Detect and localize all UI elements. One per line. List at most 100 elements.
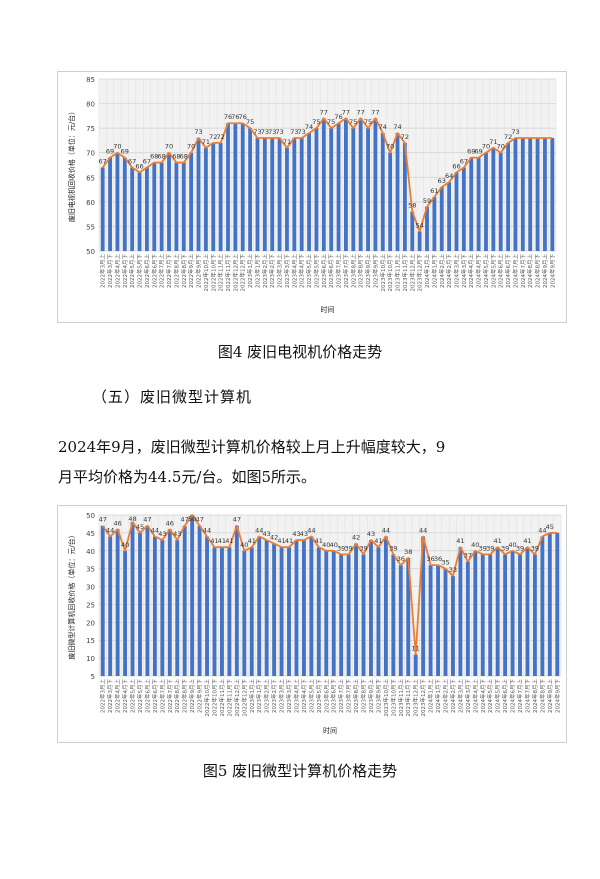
x-tick-label: 2024年7月下 [519, 254, 527, 288]
x-tick-label: 2024年2月下 [445, 254, 453, 288]
bar [220, 547, 224, 676]
bar [227, 547, 232, 676]
data-label: 72 [401, 133, 409, 141]
bar [205, 536, 209, 676]
x-tick-label: 2023年9月下 [371, 254, 379, 288]
bar [115, 529, 120, 676]
x-tick-label: 2023年8月下 [357, 254, 365, 288]
bar [160, 540, 165, 676]
bar [277, 137, 282, 251]
y-tick-label: 60 [86, 199, 95, 207]
data-label: 39 [531, 544, 539, 552]
data-label: 40 [508, 541, 516, 549]
data-label: 50 [188, 515, 196, 523]
x-tick-label: 2023年6月下 [330, 679, 338, 713]
data-label: 72 [209, 133, 217, 141]
y-tick-label: 80 [86, 101, 95, 109]
bar [339, 554, 344, 676]
bar [233, 123, 238, 251]
data-label: 70 [482, 143, 490, 151]
bar [264, 540, 269, 676]
bar [189, 152, 194, 251]
data-label: 33 [449, 566, 457, 574]
data-label: 44 [203, 526, 211, 534]
data-label: 45 [136, 523, 144, 531]
bar [294, 540, 299, 676]
y-axis-title: 废旧电视机回收价格（单位：元/台） [67, 108, 76, 222]
bar [301, 540, 306, 676]
bar [262, 137, 267, 251]
x-tick-label: 2023年1月下 [253, 254, 261, 288]
data-label: 68 [180, 153, 188, 161]
data-label: 48 [128, 515, 136, 523]
data-label: 40 [322, 541, 330, 549]
bar [520, 137, 525, 251]
bar [506, 142, 511, 251]
bar [388, 152, 393, 251]
data-label: 11 [412, 645, 420, 653]
x-tick-label: 2024年1月上 [423, 254, 431, 288]
x-tick-label: 2023年1月上 [246, 254, 254, 288]
x-tick-label: 2023年12月下 [416, 254, 424, 292]
bar [242, 550, 247, 676]
x-tick-label: 2024年2月上 [442, 679, 450, 713]
data-label: 47 [233, 516, 241, 524]
data-label: 43 [292, 530, 300, 538]
data-label: 35 [441, 559, 449, 567]
y-tick-label: 25 [86, 601, 95, 609]
x-tick-label: 2024年6月上 [497, 254, 505, 288]
data-label: 39 [344, 544, 352, 552]
data-label: 58 [408, 202, 416, 210]
data-label: 69 [467, 148, 475, 156]
data-label: 44 [151, 526, 159, 534]
data-label: 43 [300, 530, 308, 538]
bar [331, 550, 336, 676]
data-label: 71 [283, 138, 291, 146]
x-axis-title: 时间 [323, 726, 337, 735]
x-tick-label: 2022年8月下 [180, 254, 188, 288]
data-label: 70 [165, 143, 173, 151]
x-tick-label: 2023年1月上 [248, 679, 256, 713]
bar [167, 152, 171, 251]
bar [398, 565, 403, 676]
x-tick-label: 2023年5月上 [305, 254, 313, 288]
data-label: 36 [426, 555, 434, 563]
x-tick-label: 2024年6月下 [509, 679, 517, 713]
bar [413, 654, 418, 676]
figure5-caption: 图5 废旧微型计算机价格走势 [202, 762, 398, 780]
x-tick-label: 2022年11月上 [217, 254, 225, 292]
data-label: 44 [538, 526, 546, 534]
bar [513, 137, 518, 251]
y-tick-label: 10 [86, 655, 95, 663]
bar [203, 147, 208, 251]
bar [292, 137, 297, 251]
data-label: 69 [121, 148, 129, 156]
data-label: 74 [305, 123, 313, 131]
data-label: 76 [239, 113, 247, 121]
data-label: 75 [246, 118, 254, 126]
data-label: 44 [255, 526, 263, 534]
x-tick-label: 2023年5月下 [315, 679, 323, 713]
x-tick-label: 2022年10月上 [203, 679, 211, 717]
x-tick-label: 2023年1月下 [255, 679, 263, 713]
y-tick-label: 35 [86, 566, 95, 574]
data-label: 42 [270, 534, 278, 542]
x-tick-label: 2023年11月下 [404, 679, 412, 717]
bar [421, 536, 426, 676]
x-tick-label: 2022年4月下 [121, 679, 129, 713]
bar [369, 540, 373, 676]
x-tick-label: 2023年3月下 [283, 254, 291, 288]
bar [314, 128, 319, 251]
x-tick-label: 2023年2月上 [263, 679, 271, 713]
y-tick-label: 30 [86, 584, 95, 592]
data-label: 42 [352, 534, 360, 542]
bar [495, 547, 500, 676]
x-tick-label: 2023年4月下 [298, 254, 306, 288]
data-label: 67 [128, 157, 136, 165]
bar [344, 118, 348, 251]
bar [366, 128, 370, 251]
bar [525, 547, 530, 676]
data-label: 36 [397, 555, 405, 563]
bar [454, 172, 459, 251]
x-tick-label: 2022年5月下 [136, 254, 144, 288]
